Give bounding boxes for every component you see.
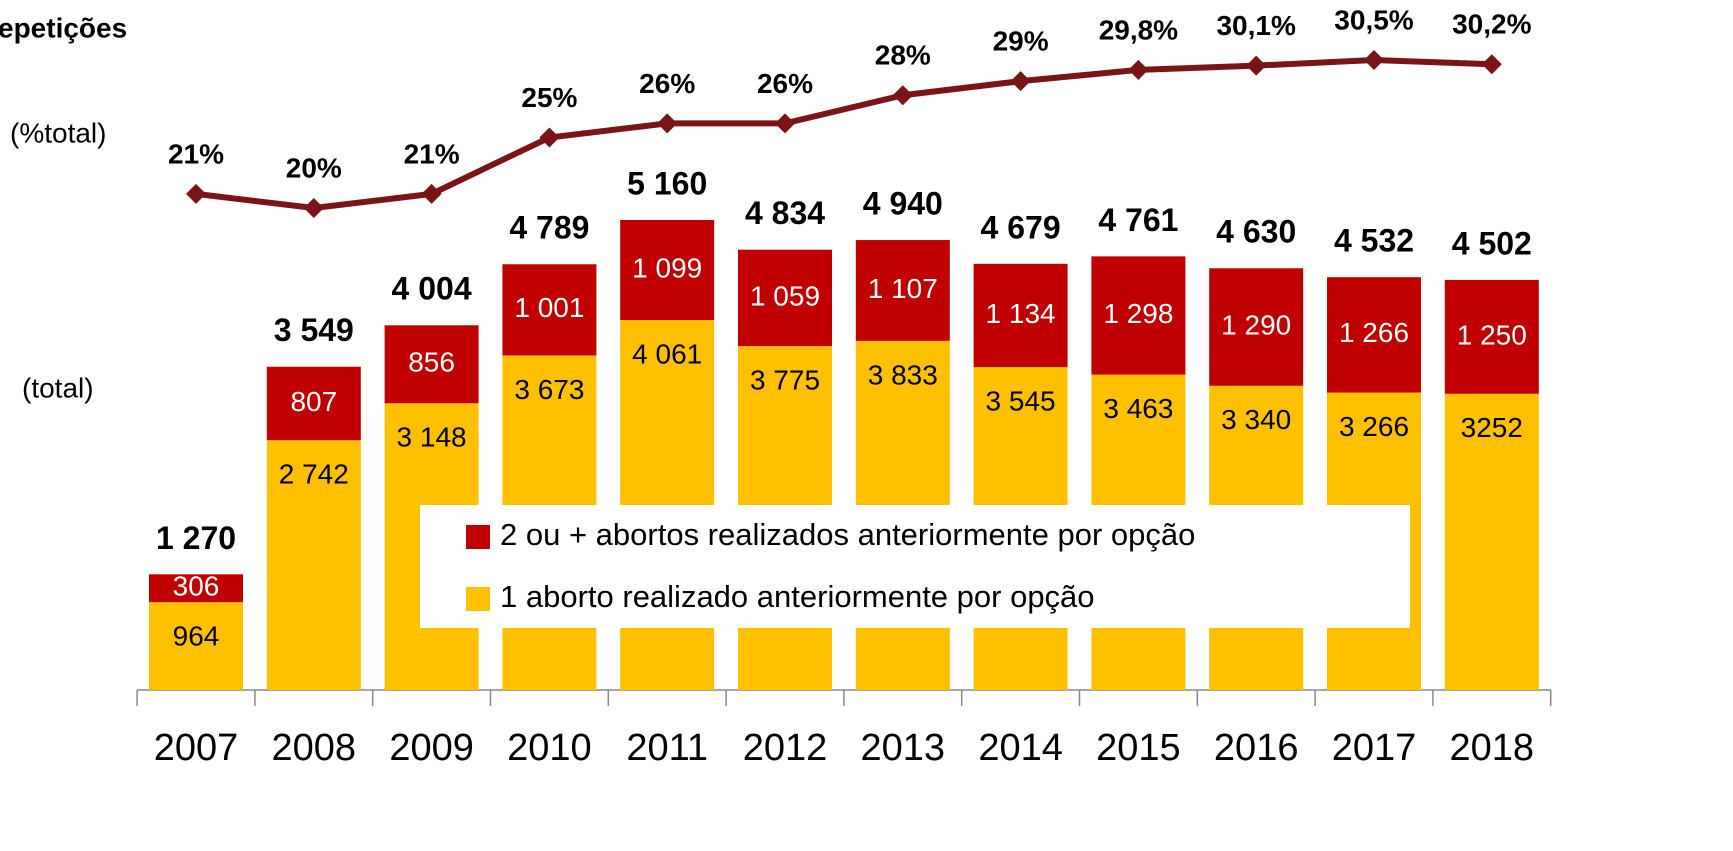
x-tick-label: 2018 (1450, 727, 1535, 769)
legend-label: 1 aborto realizado anteriormente por opç… (500, 579, 1095, 614)
line-marker (892, 85, 913, 106)
segment-label: 807 (290, 386, 337, 417)
line-marker (1364, 50, 1384, 70)
bar-segment (1444, 279, 1539, 394)
bar-segment (502, 264, 597, 356)
bar-segment (738, 249, 832, 347)
legend-label: 2 ou + abortos realizados anteriormente … (500, 517, 1195, 552)
segment-label: 2 742 (279, 459, 349, 490)
segment-label: 1 298 (1103, 298, 1173, 329)
line (195, 56, 1492, 212)
segment-label: 1 001 (514, 292, 584, 323)
bar-segment (1327, 277, 1421, 393)
total-label: 4 789 (509, 210, 589, 246)
total-label: 4 761 (1098, 202, 1178, 238)
total-label: 4 630 (1216, 214, 1296, 250)
line-label: 30,2% (1452, 9, 1531, 40)
x-tick-label: 2011 (626, 727, 708, 769)
line-label: 21% (168, 138, 224, 169)
chart-title: epetições (0, 12, 127, 43)
segment-label: 1 134 (986, 298, 1056, 329)
total-label: 4 502 (1452, 225, 1532, 261)
bar-segment (149, 574, 243, 603)
segment-label: 1 266 (1339, 317, 1409, 348)
line-marker (186, 183, 206, 204)
line-marker (1010, 71, 1031, 92)
bar-segment (266, 366, 361, 441)
segment-label: 856 (408, 347, 455, 378)
y2-axis-label: (%total) (10, 117, 106, 148)
bar-segment (149, 602, 243, 690)
line-marker (1128, 59, 1149, 80)
segment-label: 1 059 (750, 280, 820, 311)
segment-label: 1 250 (1457, 319, 1527, 350)
x-tick-label: 2013 (861, 727, 946, 769)
line-label: 30,5% (1334, 4, 1413, 35)
total-label: 4 532 (1334, 223, 1414, 259)
x-tick-label: 2009 (389, 727, 474, 769)
segment-label: 3 775 (750, 365, 820, 396)
segment-label: 3 545 (986, 385, 1056, 416)
total-label: 3 549 (274, 312, 354, 348)
line-label: 29% (993, 26, 1049, 57)
line-marker (421, 183, 442, 204)
x-tick-label: 2017 (1332, 727, 1417, 769)
segment-label: 4 061 (632, 338, 702, 369)
line-label: 28% (875, 40, 931, 71)
line-marker (1481, 54, 1502, 75)
line-marker (775, 113, 795, 134)
x-tick-label: 2014 (978, 727, 1063, 769)
line-marker (539, 127, 560, 148)
bar-segment (1209, 268, 1304, 386)
total-label: 4 679 (981, 209, 1061, 245)
x-tick-label: 2016 (1214, 727, 1299, 769)
bar-segment (384, 325, 479, 404)
bar-segment (973, 263, 1068, 368)
x-tick-label: 2008 (272, 727, 357, 769)
segment-label: 964 (173, 621, 220, 652)
total-label: 4 940 (863, 185, 943, 221)
segment-label: 1 099 (632, 252, 702, 283)
line-label: 29,8% (1099, 14, 1178, 45)
line-label: 20% (286, 152, 342, 183)
segment-label: 3 148 (397, 422, 467, 453)
y-axis-label: (total) (22, 372, 94, 403)
line-marker (303, 198, 324, 218)
x-tick-label: 2012 (743, 727, 828, 769)
total-label: 1 270 (156, 520, 236, 556)
segment-label: 3 833 (868, 359, 938, 390)
segment-label: 3 340 (1221, 404, 1291, 435)
segment-label: 306 (173, 571, 220, 602)
bar-segment (1444, 393, 1539, 690)
line-marker (657, 113, 678, 134)
segment-label: 1 290 (1221, 309, 1291, 340)
segment-label: 3 463 (1103, 393, 1173, 424)
bar-segment (620, 220, 715, 321)
legend-swatch (466, 587, 490, 611)
line-label: 30,1% (1216, 10, 1295, 41)
total-label: 4 004 (392, 271, 472, 307)
bar-segment (855, 240, 950, 341)
line-label: 21% (404, 138, 460, 169)
legend-box (420, 505, 1410, 628)
legend-swatch (466, 525, 490, 549)
bar-segment (266, 440, 361, 690)
line-label: 25% (521, 82, 577, 113)
x-tick-label: 2015 (1096, 727, 1181, 769)
total-label: 4 834 (745, 195, 825, 231)
bar-segment (1091, 256, 1186, 375)
x-tick-label: 2007 (154, 727, 239, 769)
line-label: 26% (639, 68, 695, 99)
total-label: 5 160 (627, 165, 707, 201)
segment-label: 1 107 (868, 273, 938, 304)
segment-label: 3 673 (514, 374, 584, 405)
segment-label: 3252 (1461, 412, 1523, 443)
line-label: 26% (757, 68, 813, 99)
segment-label: 3 266 (1339, 411, 1409, 442)
x-tick-label: 2010 (507, 727, 592, 769)
line-marker (1246, 55, 1267, 76)
